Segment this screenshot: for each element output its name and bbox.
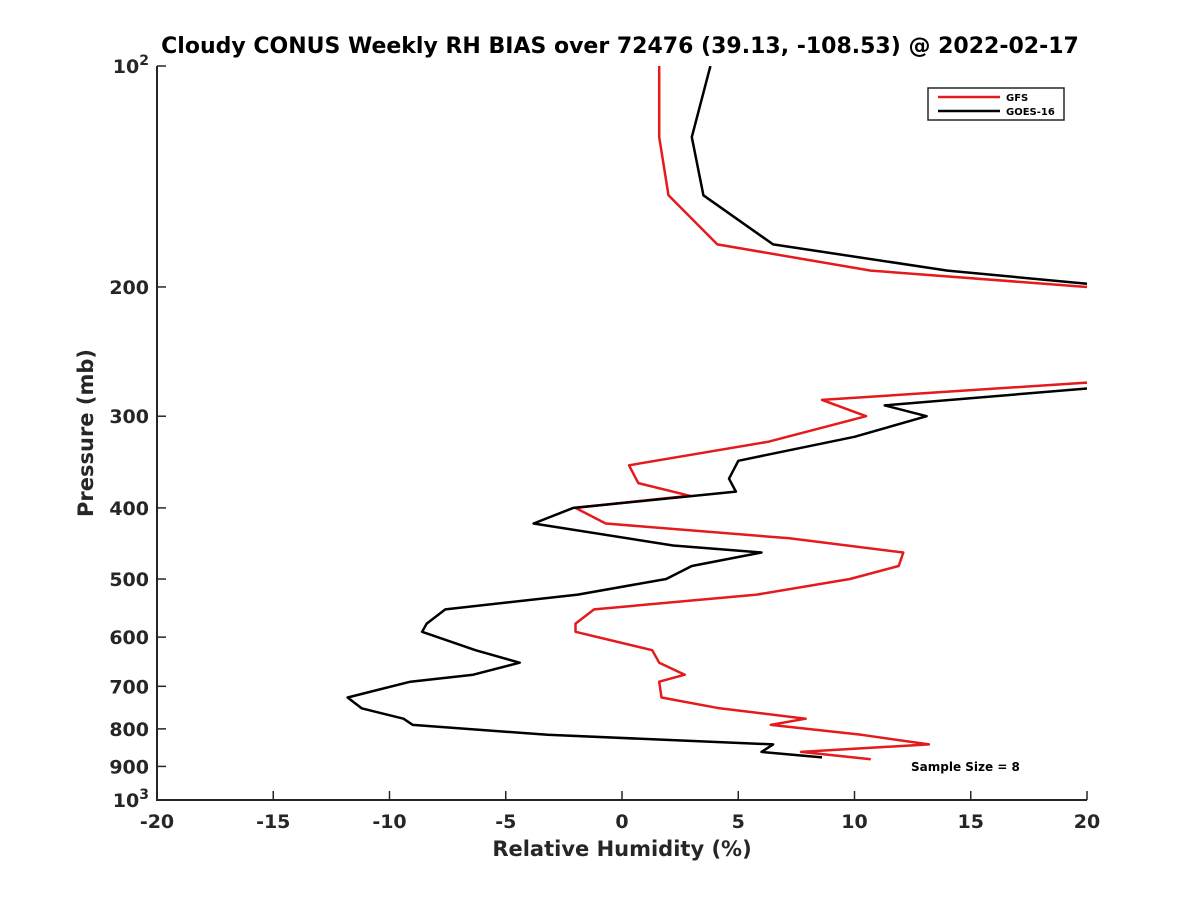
sample-size-annotation: Sample Size = 8 — [911, 760, 1020, 774]
y-axis-ticks: 102 200 300 400 500 600 700 800 900 103 — [109, 53, 166, 812]
series-line-goes16-part-1 — [690, 66, 1087, 286]
y-axis-label: Pressure (mb) — [74, 349, 98, 517]
legend: GFS GOES-16 — [927, 87, 1065, 121]
y-tick-label: 800 — [109, 719, 149, 741]
x-tick-label: 0 — [615, 811, 628, 833]
series-line-goes16-part-2 — [346, 387, 1087, 759]
y-tick-label: 700 — [109, 676, 149, 698]
legend-box — [927, 87, 1065, 121]
y-tick-label: 103 — [113, 787, 149, 812]
x-axis-label: Relative Humidity (%) — [492, 837, 751, 861]
x-tick-label: -5 — [495, 811, 516, 833]
legend-label-gfs: GFS — [1006, 93, 1028, 104]
chart-title: Cloudy CONUS Weekly RH BIAS over 72476 (… — [161, 34, 1079, 59]
y-tick-label: 102 — [113, 53, 149, 78]
y-tick-label: 900 — [109, 756, 149, 778]
y-tick-label: 400 — [109, 498, 149, 520]
x-tick-label: -15 — [256, 811, 290, 833]
x-tick-label: 10 — [841, 811, 867, 833]
legend-label-goes16: GOES-16 — [1006, 107, 1055, 118]
series-line-gfs-part-1 — [657, 66, 1087, 289]
x-tick-label: 5 — [732, 811, 745, 833]
series-line-gfs-part-2 — [574, 381, 1087, 761]
plot-series — [346, 66, 1087, 761]
x-axis-ticks: -20 -15 -10 -5 0 5 10 15 20 — [140, 791, 1100, 833]
x-tick-label: -20 — [140, 811, 174, 833]
x-tick-label: 15 — [958, 811, 984, 833]
x-tick-label: -10 — [372, 811, 406, 833]
y-tick-label: 200 — [109, 277, 149, 299]
axes-frame — [156, 66, 1087, 801]
y-tick-label: 500 — [109, 569, 149, 591]
y-tick-label: 600 — [109, 627, 149, 649]
x-tick-label: 20 — [1074, 811, 1100, 833]
y-tick-label: 300 — [109, 406, 149, 428]
